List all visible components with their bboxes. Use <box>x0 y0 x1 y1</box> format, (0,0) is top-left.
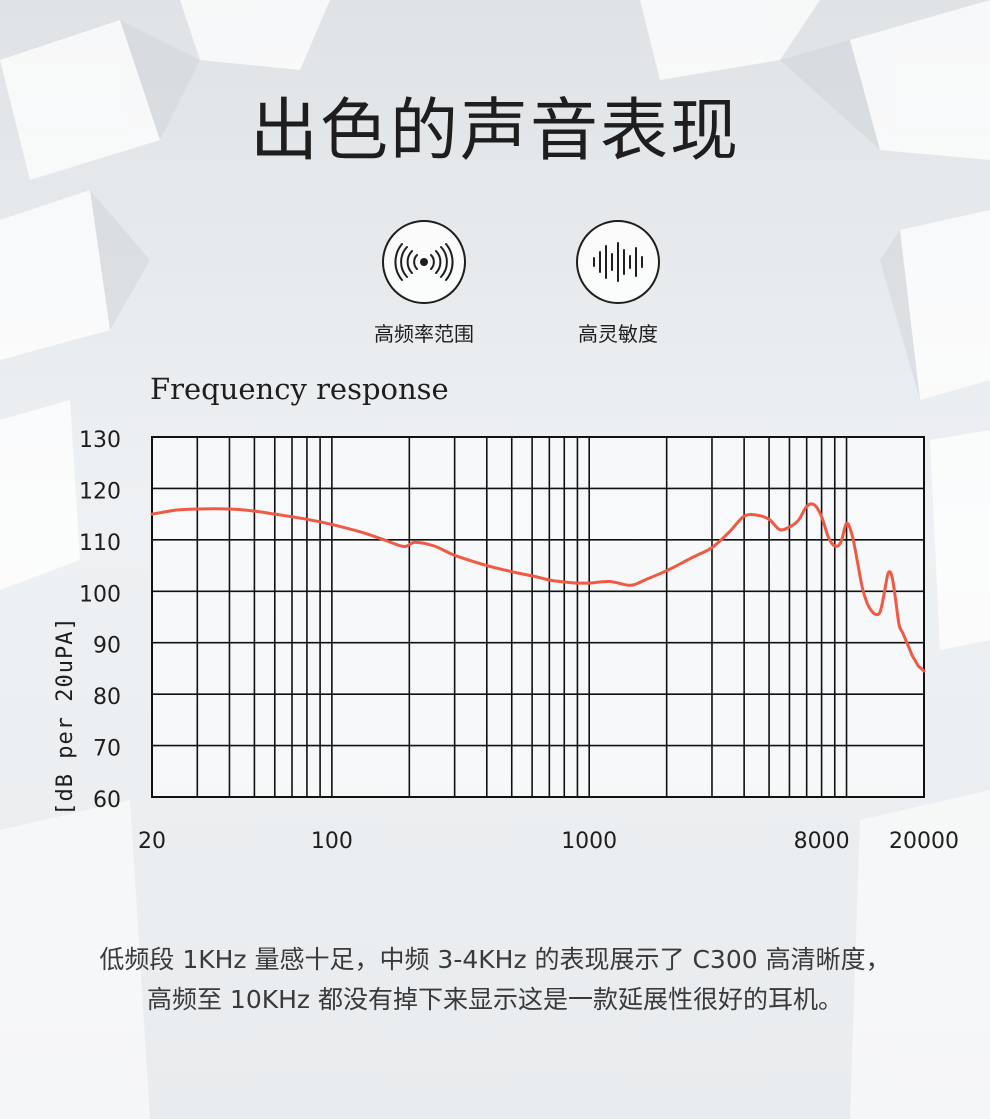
frequency-response-line <box>150 502 926 673</box>
x-tick-label: 8000 <box>794 829 850 854</box>
y-tick-label: 60 <box>93 788 121 813</box>
x-tick-label: 100 <box>311 829 353 854</box>
x-tick-label: 1000 <box>561 829 617 854</box>
y-tick-label: 80 <box>93 685 121 710</box>
caption: 低频段 1KHz 量感十足，中频 3-4KHz 的表现展示了 C300 高清晰度… <box>0 940 990 1020</box>
plot-area <box>152 437 924 797</box>
x-tick-label: 20000 <box>889 829 959 854</box>
y-tick-label: 110 <box>79 531 121 556</box>
feature-high-frequency-range: 高频率范围 <box>339 220 509 347</box>
y-tick-label: 120 <box>79 479 121 504</box>
caption-line-1: 低频段 1KHz 量感十足，中频 3-4KHz 的表现展示了 C300 高清晰度… <box>99 945 891 974</box>
feature-label: 高灵敏度 <box>578 322 658 346</box>
caption-line-2: 高频至 10KHz 都没有掉下来显示这是一款延展性很好的耳机。 <box>146 985 844 1014</box>
plot-frame <box>151 436 925 798</box>
y-tick-label: 90 <box>93 634 121 659</box>
y-tick-label: 70 <box>93 737 121 762</box>
frequency-response-chart: 60 70 80 90 100 110 120 130 20 100 1000 8000 20000 <box>79 428 959 854</box>
feature-label: 高频率范围 <box>374 322 474 346</box>
chart-title: Frequency response <box>150 372 449 406</box>
y-tick-label: 130 <box>79 428 121 453</box>
page-title: 出色的声音表现 <box>249 92 740 171</box>
y-axis-label: [dB per 20uPA] <box>53 616 78 816</box>
x-tick-label: 20 <box>138 829 166 854</box>
sound-waves-icon <box>382 220 466 304</box>
sound-bars-icon <box>576 220 660 304</box>
feature-high-sensitivity: 高灵敏度 <box>533 220 703 347</box>
y-tick-label: 100 <box>79 582 121 607</box>
